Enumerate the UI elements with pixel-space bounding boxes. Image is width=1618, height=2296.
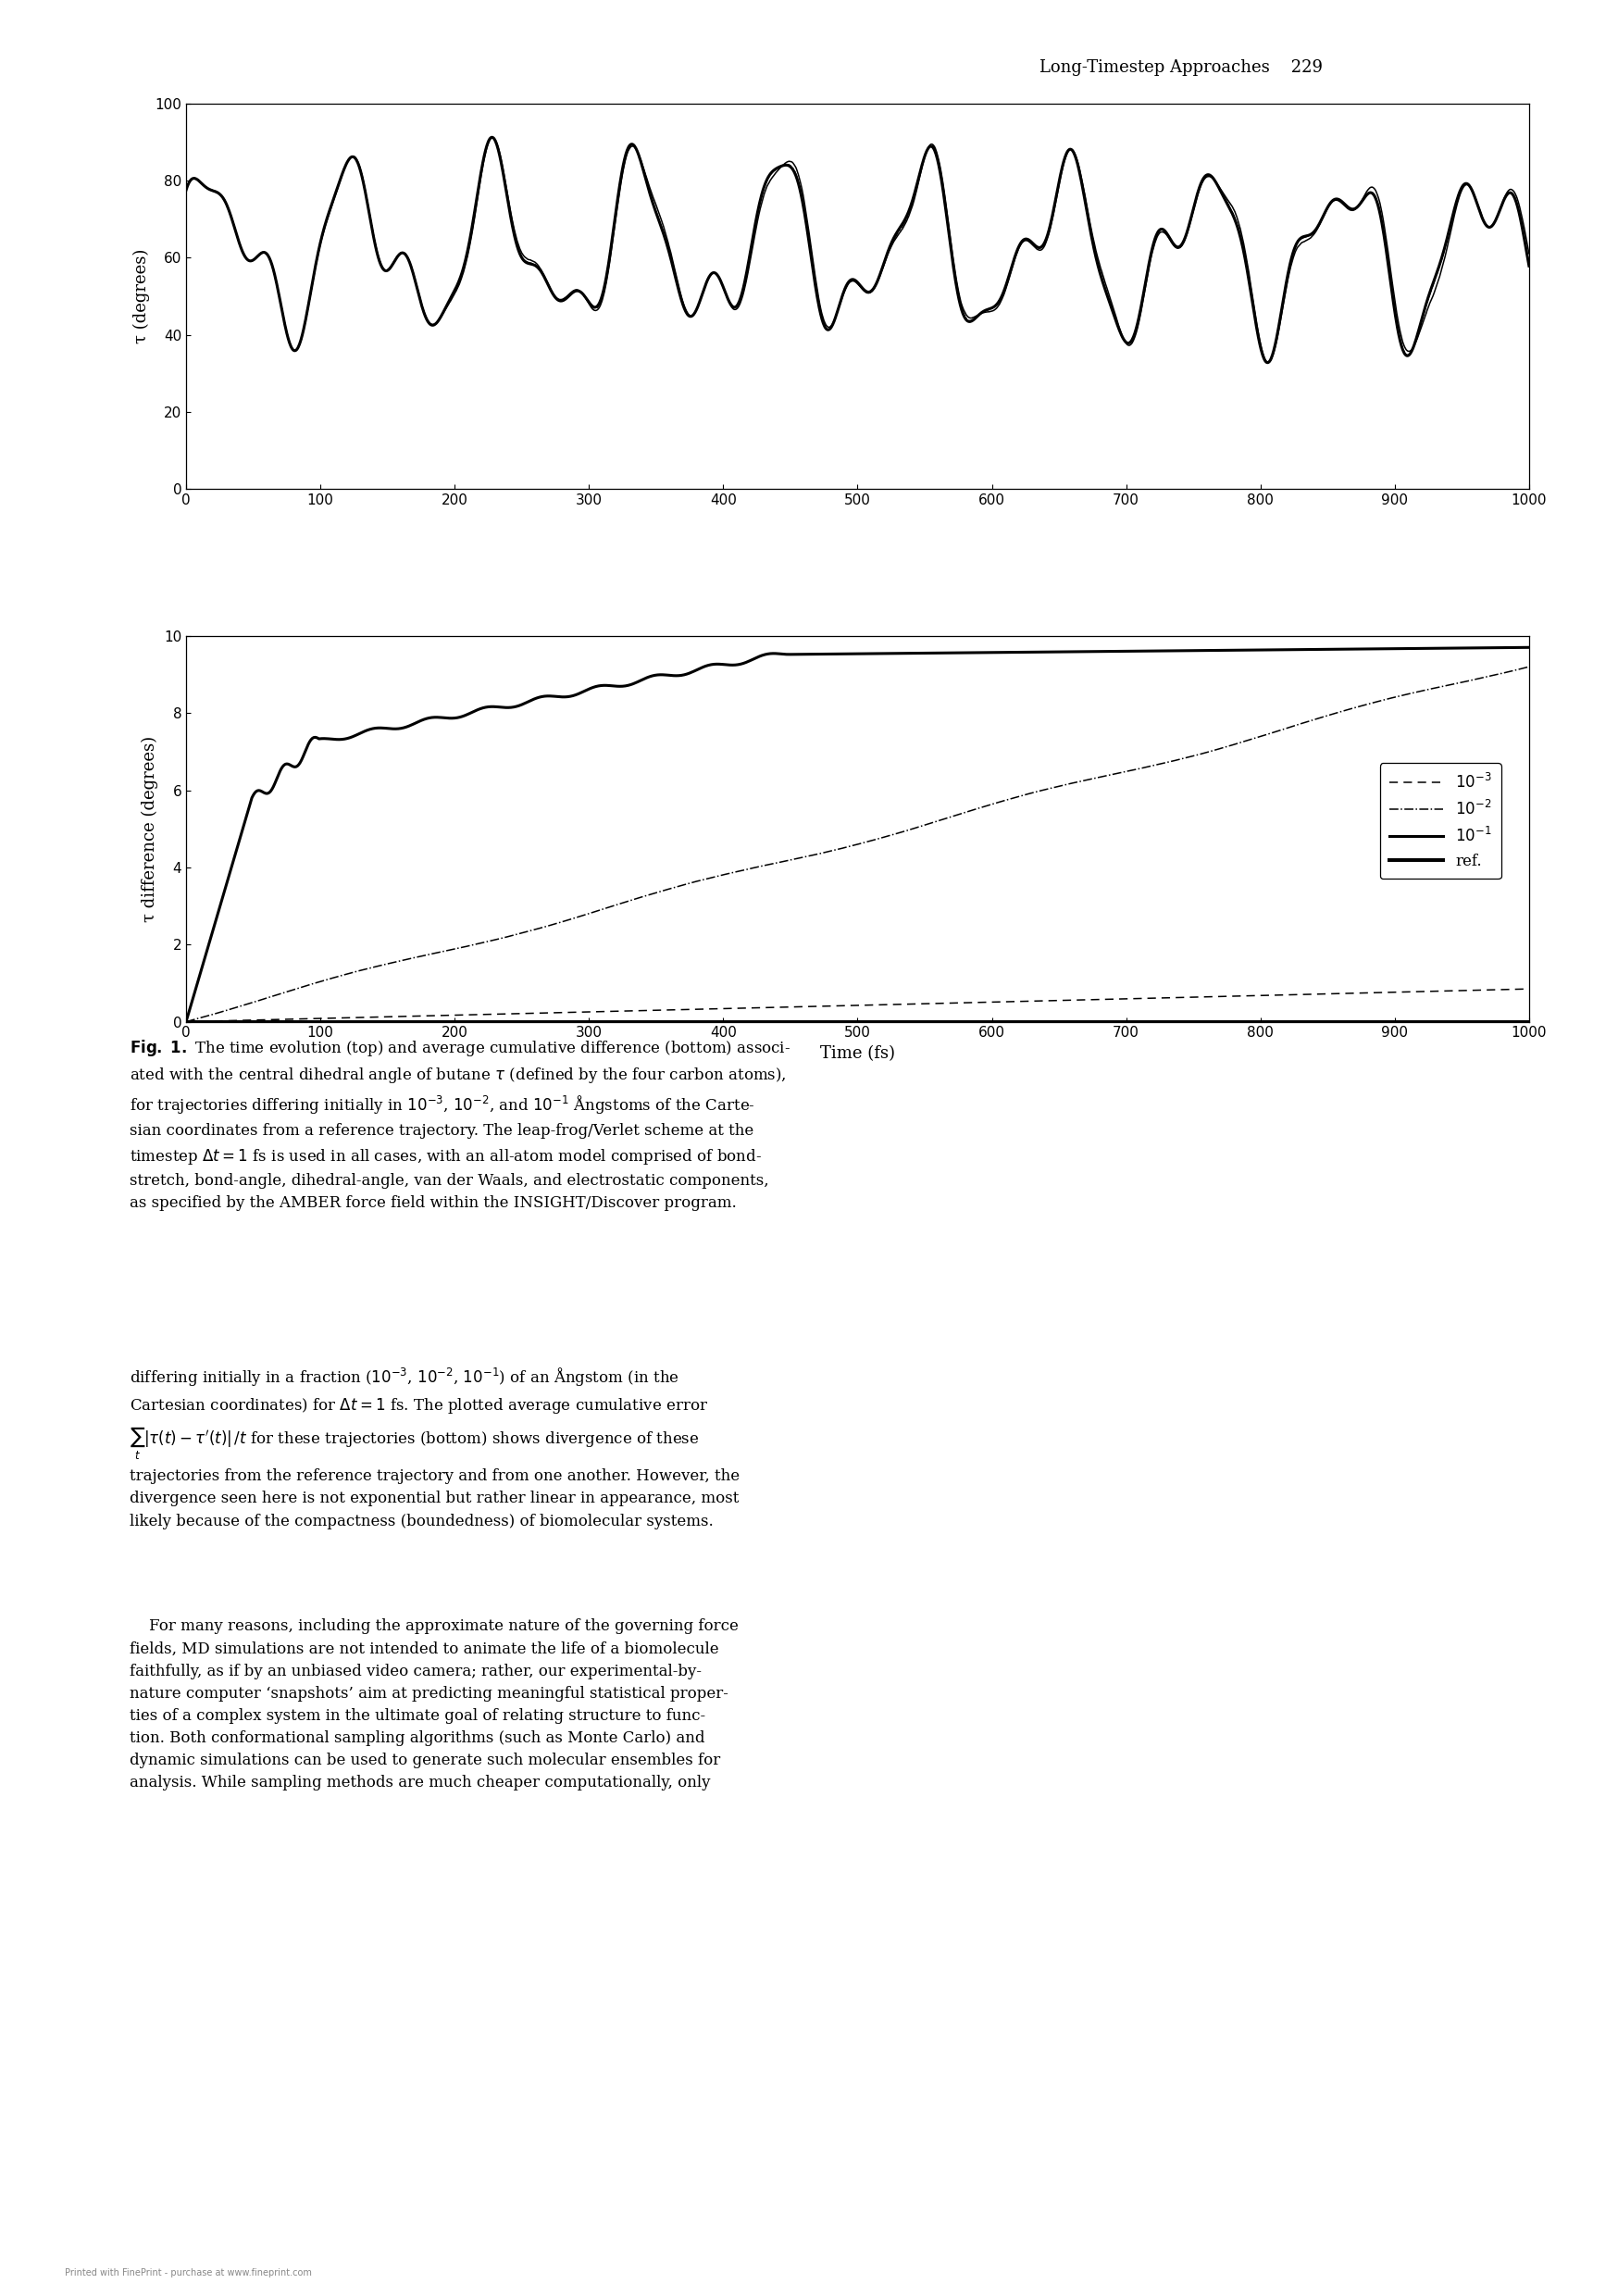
Text: $\bf{Fig.\ 1.}$ The time evolution (top) and average cumulative difference (bott: $\bf{Fig.\ 1.}$ The time evolution (top)…	[129, 1038, 791, 1210]
Y-axis label: τ difference (degrees): τ difference (degrees)	[142, 735, 159, 923]
Legend: $10^{-3}$, $10^{-2}$, $10^{-1}$, ref.: $10^{-3}$, $10^{-2}$, $10^{-1}$, ref.	[1380, 762, 1502, 879]
X-axis label: Time (fs): Time (fs)	[820, 1045, 895, 1063]
Text: For many reasons, including the approximate nature of the governing force
fields: For many reasons, including the approxim…	[129, 1619, 738, 1791]
Text: differing initially in a fraction ($10^{-3}$, $10^{-2}$, $10^{-1}$) of an Ångsto: differing initially in a fraction ($10^{…	[129, 1366, 739, 1529]
Y-axis label: τ (degrees): τ (degrees)	[133, 248, 150, 344]
Text: Long-Timestep Approaches    229: Long-Timestep Approaches 229	[1039, 60, 1324, 76]
Text: Printed with FinePrint - purchase at www.fineprint.com: Printed with FinePrint - purchase at www…	[65, 2268, 312, 2278]
